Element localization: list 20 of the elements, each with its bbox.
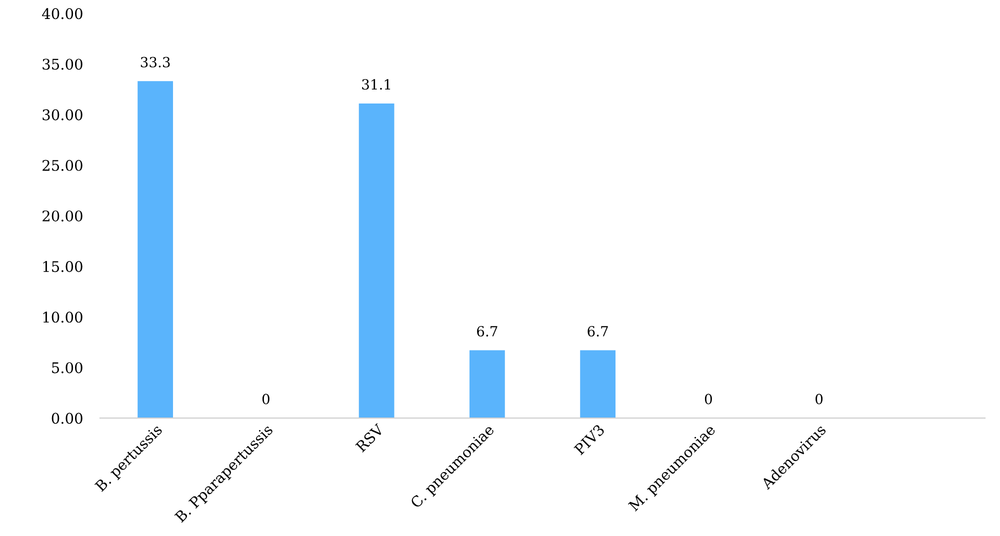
y-tick-label: 10.00 xyxy=(43,312,82,323)
y-tick-label: 35.00 xyxy=(42,58,82,70)
y-tick-label: 40.00 xyxy=(42,8,82,20)
bar xyxy=(469,350,505,418)
data-label: 0 xyxy=(816,394,823,404)
y-tick-label: 30.00 xyxy=(42,109,82,120)
data-label: 31.1 xyxy=(362,79,390,90)
y-tick-label: 25.00 xyxy=(42,160,82,171)
data-label: 6.7 xyxy=(477,326,498,336)
data-label: 0 xyxy=(262,394,270,404)
y-tick-label: 15.00 xyxy=(43,261,82,272)
data-label: 33.3 xyxy=(140,56,170,68)
y-tick-label: 20.00 xyxy=(42,210,82,222)
data-label: 6.7 xyxy=(588,326,608,336)
bar xyxy=(138,81,174,418)
data-label: 0 xyxy=(704,394,712,404)
y-tick-label: 5.00 xyxy=(52,362,82,374)
bar xyxy=(580,350,616,418)
bar xyxy=(358,103,394,418)
y-tick-label: 0.00 xyxy=(52,412,82,424)
